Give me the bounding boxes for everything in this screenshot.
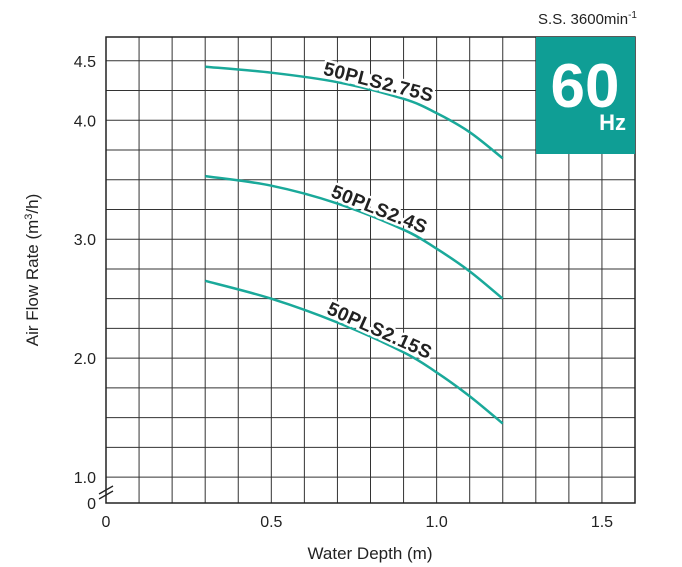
y-tick-label: 4.0	[74, 113, 96, 130]
curves	[204, 65, 504, 425]
y-tick-label: 4.5	[74, 54, 96, 71]
speed-label: S.S. 3600min-1	[538, 10, 637, 28]
y-tick-zero-label: 0	[87, 496, 96, 513]
y-tick-label: 2.0	[74, 351, 96, 368]
series-line	[205, 174, 504, 300]
hz-badge: 60 Hz	[536, 37, 635, 154]
x-tick-label: 1.0	[426, 514, 448, 531]
x-tick-label: 1.5	[591, 514, 613, 531]
hz-badge-value: 60	[551, 52, 620, 121]
x-tick-label: 0.5	[260, 514, 282, 531]
y-tick-label: 3.0	[74, 232, 96, 249]
plot-frame	[105, 36, 636, 504]
x-axis-label: Water Depth (m)	[307, 544, 432, 563]
series-label: 50PLS2.75S	[321, 59, 435, 107]
hz-badge-box	[536, 37, 635, 154]
series-label: 50PLS2.15S	[324, 299, 435, 364]
hz-badge-unit: Hz	[599, 110, 626, 135]
axis-break-mark	[98, 485, 114, 500]
tick-labels: 0 0.5 1.0 1.5 4.5 4.0 3.0 2.0 1.0 0	[74, 54, 613, 531]
series-label: 50PLS2.4S	[328, 182, 430, 239]
y-axis-label: Air Flow Rate (m3/h)	[23, 194, 42, 347]
series-line	[205, 65, 504, 160]
grid	[98, 36, 636, 504]
y-tick-label: 1.0	[74, 470, 96, 487]
x-tick-label: 0	[102, 514, 111, 531]
series-line	[204, 279, 504, 425]
